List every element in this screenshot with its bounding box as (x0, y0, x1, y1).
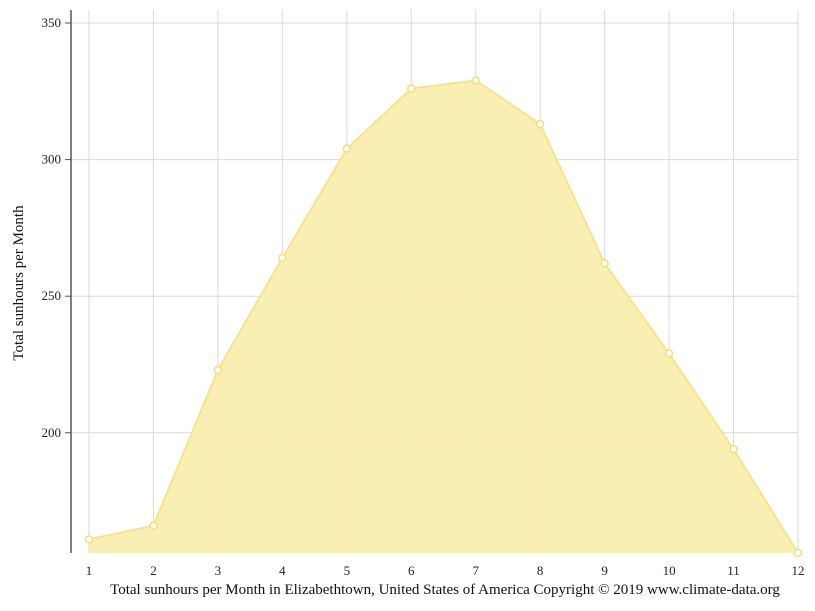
x-tick-label-4: 4 (279, 563, 286, 578)
data-point-2 (149, 521, 158, 530)
data-point-9 (600, 259, 609, 268)
y-tick-label-200: 200 (42, 425, 62, 440)
y-tick-label-300: 300 (42, 152, 62, 167)
x-tick-label-7: 7 (472, 563, 479, 578)
data-point-12 (793, 548, 803, 558)
y-tick-label-250: 250 (42, 288, 62, 303)
data-point-7 (471, 76, 480, 85)
x-tick-label-10: 10 (663, 563, 676, 578)
sunhours-line (88, 79, 799, 554)
x-tick-label-2: 2 (150, 563, 157, 578)
data-point-3 (213, 365, 223, 375)
data-point-1 (84, 535, 94, 544)
data-point-6 (407, 84, 416, 93)
x-axis: 1 2 3 4 5 6 7 8 9 10 11 12 (86, 563, 805, 578)
data-point-8 (535, 119, 545, 129)
y-axis: 200 250 300 350 (42, 10, 72, 553)
x-tick-label-6: 6 (408, 563, 415, 578)
y-axis-title: Total sunhours per Month (11, 205, 27, 361)
data-points (84, 76, 803, 558)
chart-caption: Total sunhours per Month in Elizabethtow… (110, 582, 780, 598)
y-tick-label-350: 350 (42, 15, 62, 30)
x-tick-label-8: 8 (537, 563, 544, 578)
x-tick-label-11: 11 (727, 563, 740, 578)
x-tick-label-5: 5 (344, 563, 351, 578)
x-tick-label-3: 3 (215, 563, 222, 578)
data-point-11 (729, 444, 738, 454)
data-point-4 (278, 253, 287, 263)
x-tick-label-12: 12 (792, 563, 805, 578)
data-point-10 (664, 349, 674, 358)
sunhours-area (89, 80, 798, 554)
x-tick-label-9: 9 (601, 563, 608, 578)
x-tick-label-1: 1 (86, 563, 93, 578)
data-point-5 (342, 144, 352, 153)
